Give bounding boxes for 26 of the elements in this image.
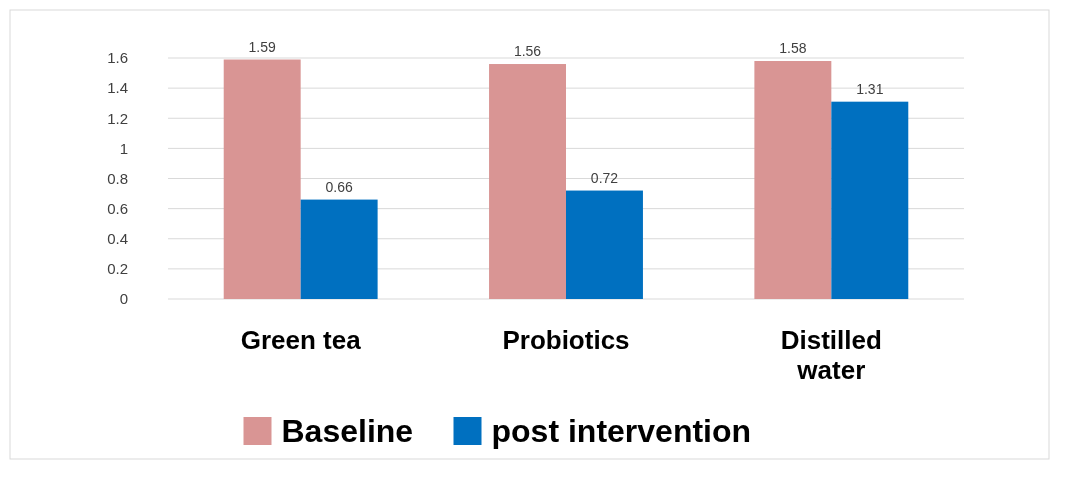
bar — [489, 64, 566, 299]
x-tick-label: Distilled water — [780, 325, 882, 385]
y-tick-label: 0.6 — [107, 199, 128, 217]
y-tick-label: 0.4 — [107, 230, 128, 247]
y-tick-label: 0 — [119, 290, 128, 308]
bar — [831, 101, 909, 299]
legend-label: Baseline — [281, 413, 414, 450]
data-label: 1.56 — [513, 43, 542, 60]
legend-label: post intervention — [491, 413, 752, 450]
y-tick-label: 0.2 — [107, 260, 128, 278]
bar — [566, 190, 643, 299]
data-label: 1.58 — [779, 40, 807, 57]
data-label: 1.59 — [248, 38, 277, 55]
y-tick-label: 1.4 — [107, 79, 128, 97]
y-tick-label: 1.6 — [107, 49, 128, 67]
y-tick-label: 1.2 — [107, 109, 128, 127]
data-label: 1.31 — [856, 80, 884, 97]
data-label: 0.66 — [325, 178, 353, 195]
x-tick-label: Green tea — [240, 325, 362, 355]
x-tick-label: Probiotics — [502, 325, 630, 355]
y-tick-label: 0.8 — [107, 169, 128, 187]
bar — [300, 199, 378, 299]
y-tick-label: 1 — [119, 139, 128, 157]
bar — [754, 61, 832, 299]
bar — [223, 59, 301, 299]
data-label: 0.72 — [590, 169, 619, 186]
